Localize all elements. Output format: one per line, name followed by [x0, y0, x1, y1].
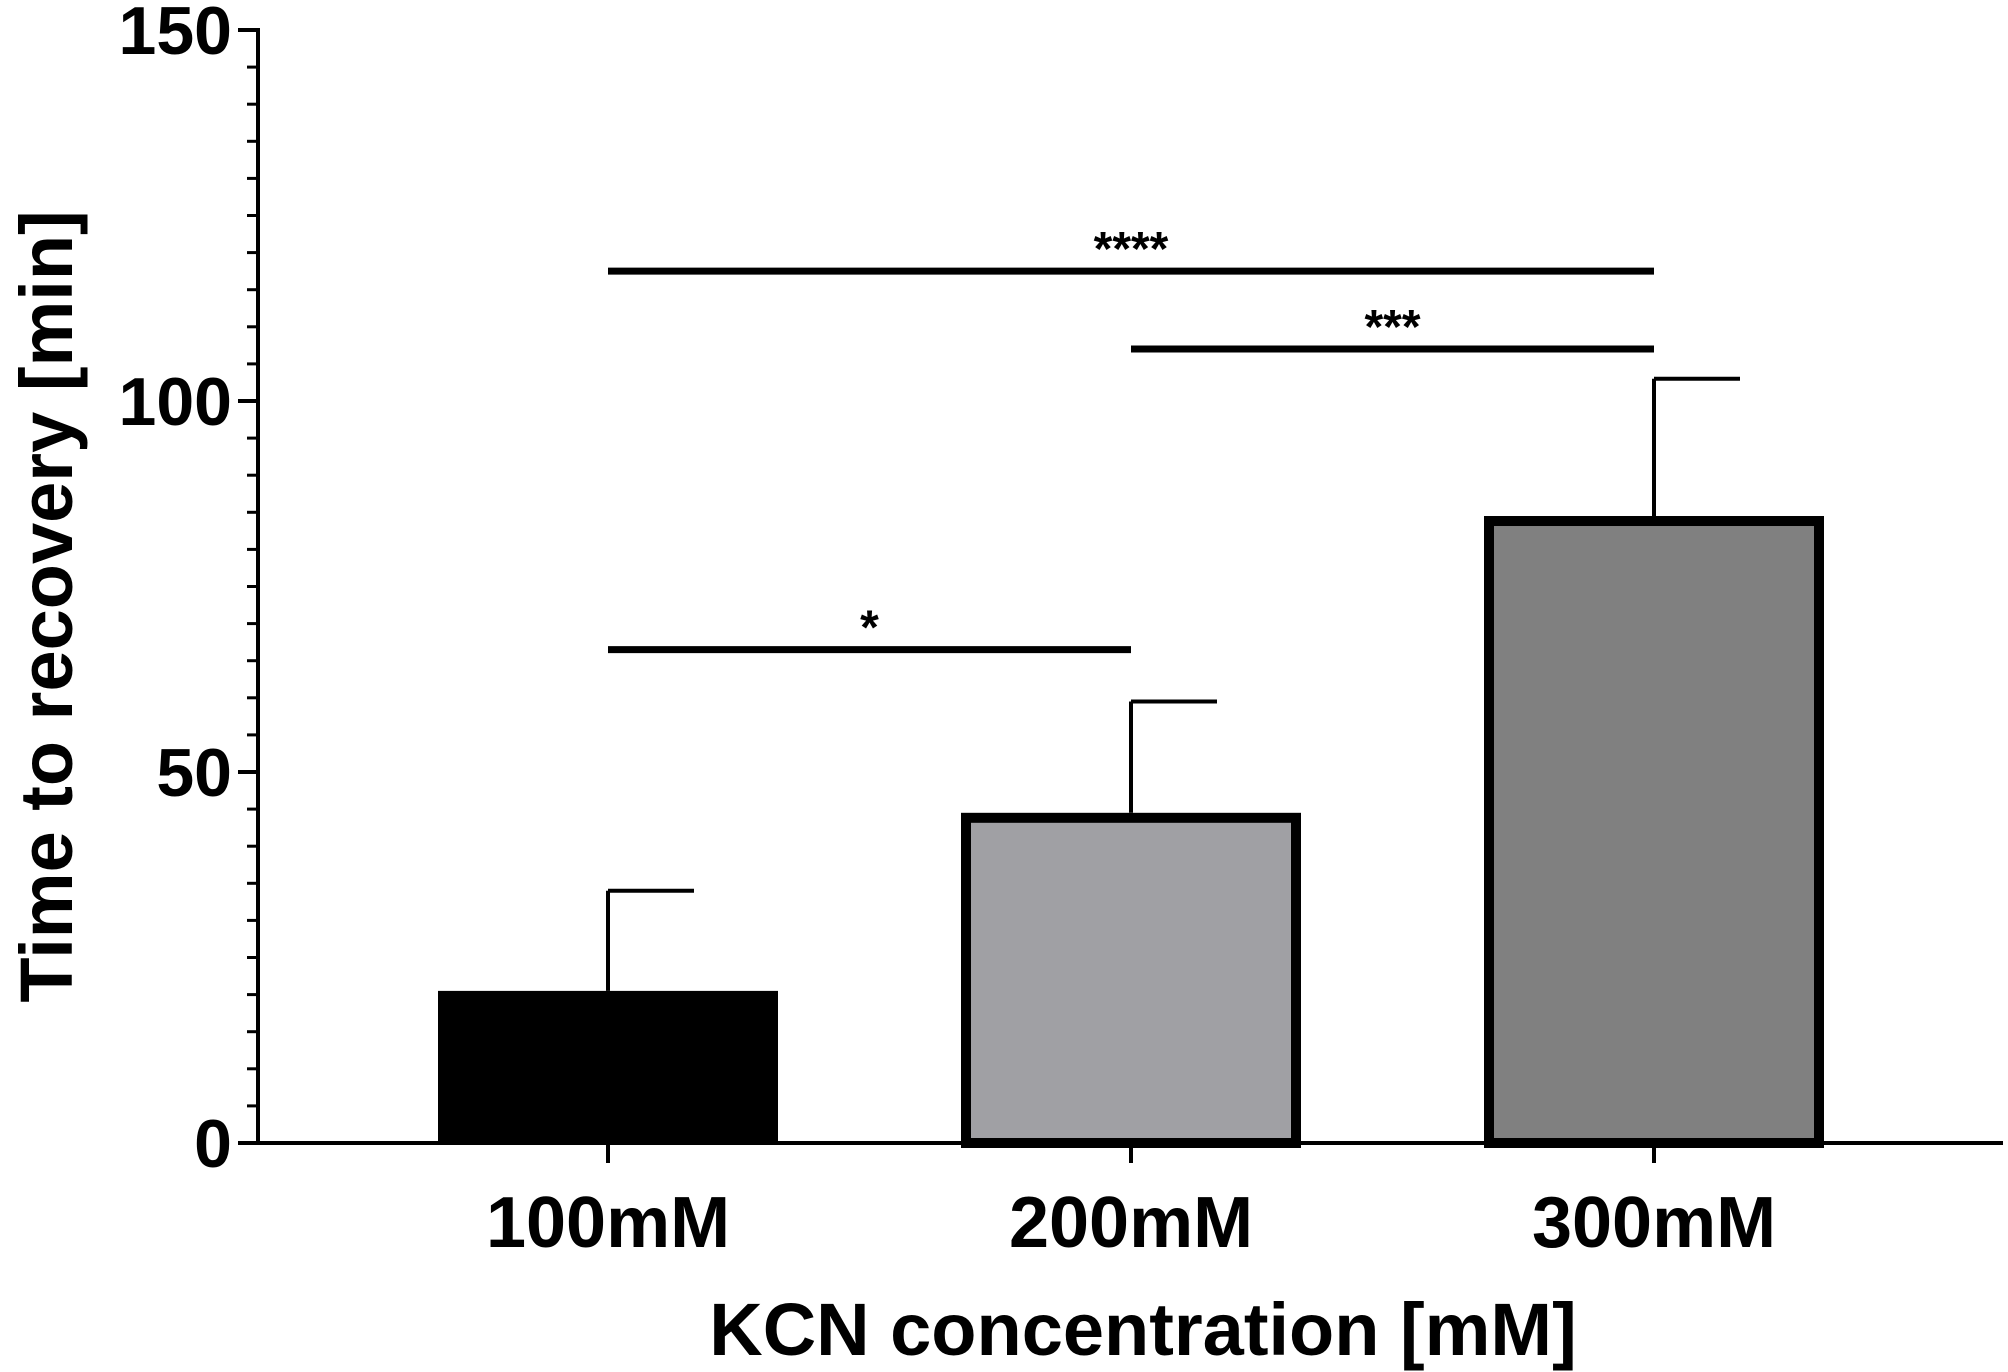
x-tick-label-100mM: 100mM — [486, 1183, 730, 1263]
bar-300mM — [1484, 516, 1824, 1148]
x-ticks-group: 100mM 200mM 300mM — [486, 1143, 1776, 1263]
y-axis-title: Time to recovery [min] — [5, 210, 88, 1002]
bar-100mM — [438, 990, 778, 1143]
x-axis-title: KCN concentration [mM] — [709, 1288, 1576, 1371]
error-bars-group — [606, 376, 1740, 991]
x-tick-label-200mM: 200mM — [1009, 1183, 1253, 1263]
bar-200mM — [961, 812, 1301, 1148]
y-tick-label: 100 — [119, 364, 232, 440]
y-tick-label: 50 — [156, 735, 232, 811]
y-ticks-group: 0 50 100 150 — [119, 0, 258, 1182]
significance-label-2: *** — [1364, 301, 1420, 354]
significance-label-3: **** — [1094, 223, 1169, 276]
y-tick-label: 0 — [194, 1106, 232, 1182]
y-tick-label: 150 — [119, 0, 232, 69]
x-tick-label-300mM: 300mM — [1532, 1183, 1776, 1263]
bars-group — [438, 516, 1824, 1148]
significance-group: ******** — [608, 223, 1654, 655]
significance-label-1: * — [860, 602, 879, 655]
